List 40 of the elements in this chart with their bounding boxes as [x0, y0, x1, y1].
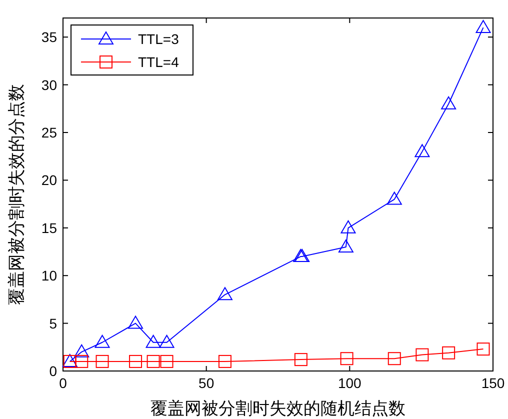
point: [340, 352, 354, 366]
point: [94, 334, 110, 348]
point: [146, 354, 160, 368]
y-tick-label: 0: [49, 363, 58, 379]
point: [128, 316, 144, 329]
y-tick-label: 30: [41, 76, 58, 93]
y-tick-label: 15: [41, 220, 58, 236]
x-axis-title: 覆盖网被分割时失效的随机结点数: [150, 399, 406, 418]
point: [386, 192, 402, 205]
y-tick-label: 35: [41, 29, 58, 46]
y-axis-title: 覆盖网被分割时失效的分点数: [7, 84, 26, 305]
legend-label: TTL=4: [138, 54, 180, 70]
point: [388, 352, 401, 366]
point: [416, 348, 429, 362]
point: [476, 342, 490, 356]
point: [218, 354, 232, 368]
x-tick-label: 0: [59, 375, 68, 391]
x-tick-label: 50: [198, 375, 214, 391]
y-tick-label: 5: [49, 315, 58, 332]
point: [442, 346, 456, 360]
y-tick-label: 20: [41, 172, 58, 188]
point: [414, 144, 430, 158]
y-tick-label: 25: [41, 124, 58, 140]
y-tick-label: 10: [41, 268, 58, 284]
point: [129, 354, 142, 368]
point: [217, 287, 232, 300]
point: [96, 354, 109, 368]
point: [476, 20, 491, 34]
x-tick-label: 150: [481, 375, 505, 391]
point: [75, 354, 88, 368]
legend-label: TTL=3: [138, 31, 180, 47]
point: [159, 334, 174, 348]
point: [338, 239, 354, 252]
point: [74, 344, 90, 358]
point: [340, 220, 356, 234]
point: [294, 353, 308, 366]
point: [146, 334, 161, 348]
point: [160, 354, 174, 368]
point: [441, 96, 456, 110]
x-tick-label: 100: [338, 375, 362, 391]
